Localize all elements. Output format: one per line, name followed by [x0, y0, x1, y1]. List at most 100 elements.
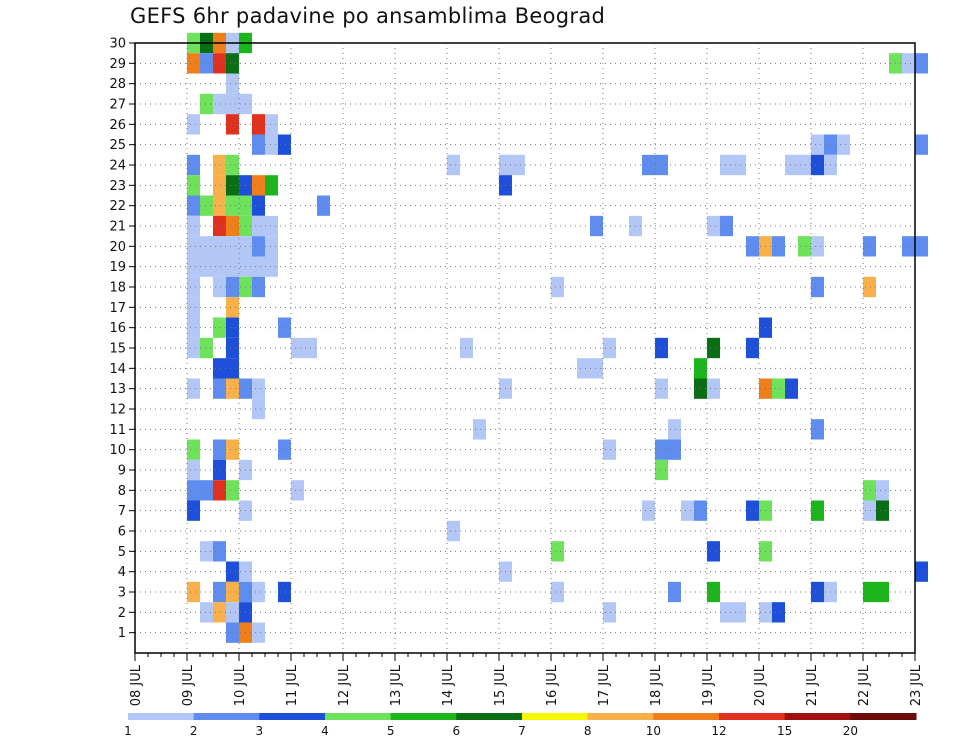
y-tick-label: 16	[109, 321, 126, 336]
heatmap-cell	[187, 215, 200, 237]
legend-swatch	[390, 713, 457, 720]
y-tick-label: 30	[109, 37, 126, 52]
heatmap-cell	[278, 581, 291, 603]
legend-label: 8	[584, 724, 592, 738]
legend-label: 1	[124, 724, 132, 738]
y-tick-label: 10	[109, 443, 126, 458]
heatmap-cell	[278, 134, 291, 155]
heatmap-cell	[213, 358, 226, 379]
x-tick-label: 19 JUL	[701, 664, 716, 706]
heatmap-cell	[668, 439, 681, 460]
x-tick-label: 11 JUL	[285, 664, 300, 706]
y-tick-label: 13	[109, 382, 126, 397]
heatmap-cell	[265, 134, 278, 155]
heatmap-cell	[213, 459, 226, 481]
legend-label: 5	[387, 724, 395, 738]
heatmap-cell	[226, 480, 239, 501]
heatmap-cell	[252, 256, 265, 277]
heatmap-cell	[226, 236, 239, 257]
heatmap-cell	[200, 53, 213, 74]
legend-label: 6	[453, 724, 461, 738]
heatmap-cell	[213, 581, 226, 603]
heatmap-cell	[707, 378, 720, 399]
heatmap-cell	[252, 215, 265, 237]
heatmap-cell	[187, 581, 200, 603]
heatmap-cell	[187, 154, 200, 176]
x-tick-label: 10 JUL	[233, 664, 248, 706]
legend-label: 12	[711, 724, 726, 738]
heatmap-cell	[226, 256, 239, 277]
heatmap-cell	[200, 236, 213, 257]
heatmap-cell	[278, 317, 291, 338]
legend-label: 10	[646, 724, 661, 738]
chart-title: GEFS 6hr padavine po ansamblima Beograd	[130, 4, 606, 28]
y-tick-label: 22	[109, 199, 126, 214]
heatmap-cell	[200, 541, 213, 562]
y-tick-label: 8	[118, 484, 126, 499]
heatmap-cell	[226, 439, 239, 460]
heatmap-cell	[200, 195, 213, 216]
heatmap-cell	[226, 154, 239, 176]
heatmap-cell	[655, 459, 668, 481]
heatmap-cell	[187, 500, 200, 521]
heatmap-cell	[863, 581, 876, 603]
y-tick-label: 1	[118, 626, 126, 641]
heatmap-cell	[772, 378, 785, 399]
heatmap-cell	[785, 154, 798, 176]
legend-swatch	[456, 713, 523, 720]
heatmap-cell	[811, 154, 824, 176]
heatmap-cell	[265, 215, 278, 237]
x-tick-label: 22 JUL	[857, 664, 872, 706]
y-tick-label: 3	[118, 586, 126, 601]
heatmap-cell	[265, 256, 278, 277]
x-tick-label: 17 JUL	[597, 664, 612, 706]
heatmap-cell	[213, 276, 226, 298]
heatmap-cell	[668, 581, 681, 603]
heatmap-cell	[655, 154, 668, 176]
heatmap-cell	[226, 73, 239, 94]
heatmap-cell	[187, 317, 200, 338]
heatmap-cell	[226, 581, 239, 603]
heatmap-cell	[200, 602, 213, 623]
y-tick-label: 17	[109, 301, 126, 316]
x-tick-label: 12 JUL	[337, 664, 352, 706]
heatmap-cell	[863, 276, 876, 298]
heatmap-cell	[720, 602, 733, 623]
heatmap-cell	[551, 581, 564, 603]
heatmap-cell	[915, 561, 928, 582]
heatmap-cell	[811, 276, 824, 298]
heatmap-cell	[252, 114, 265, 135]
heatmap-cell	[252, 195, 265, 216]
heatmap-cell	[811, 500, 824, 521]
heatmap-cell	[187, 439, 200, 460]
heatmap-cell	[915, 236, 928, 257]
heatmap-cell	[668, 419, 681, 440]
heatmap-cell	[551, 276, 564, 298]
legend-swatch	[587, 713, 654, 720]
x-tick-label: 08 JUL	[129, 664, 144, 706]
y-tick-label: 27	[109, 98, 126, 113]
heatmap-cell	[512, 154, 525, 176]
heatmap-cell	[226, 337, 239, 359]
heatmap-cell	[187, 256, 200, 277]
heatmap-cell	[811, 581, 824, 603]
heatmap-cell	[187, 276, 200, 298]
legend-label: 20	[843, 724, 858, 738]
heatmap-cell	[863, 480, 876, 501]
heatmap-cell	[213, 195, 226, 216]
heatmap-cell	[811, 134, 824, 155]
heatmap-cell	[642, 154, 655, 176]
heatmap-cell	[863, 236, 876, 257]
heatmap-cell	[187, 236, 200, 257]
legend-swatch	[325, 713, 392, 720]
y-tick-label: 12	[109, 403, 126, 418]
heatmap-cell	[798, 154, 811, 176]
heatmap-cell	[902, 236, 915, 257]
heatmap-cell	[213, 256, 226, 277]
legend-swatch	[850, 713, 917, 720]
heatmap-cell	[707, 337, 720, 359]
y-tick-label: 19	[109, 260, 126, 275]
heatmap-cell	[707, 215, 720, 237]
heatmap-cell	[252, 581, 265, 603]
